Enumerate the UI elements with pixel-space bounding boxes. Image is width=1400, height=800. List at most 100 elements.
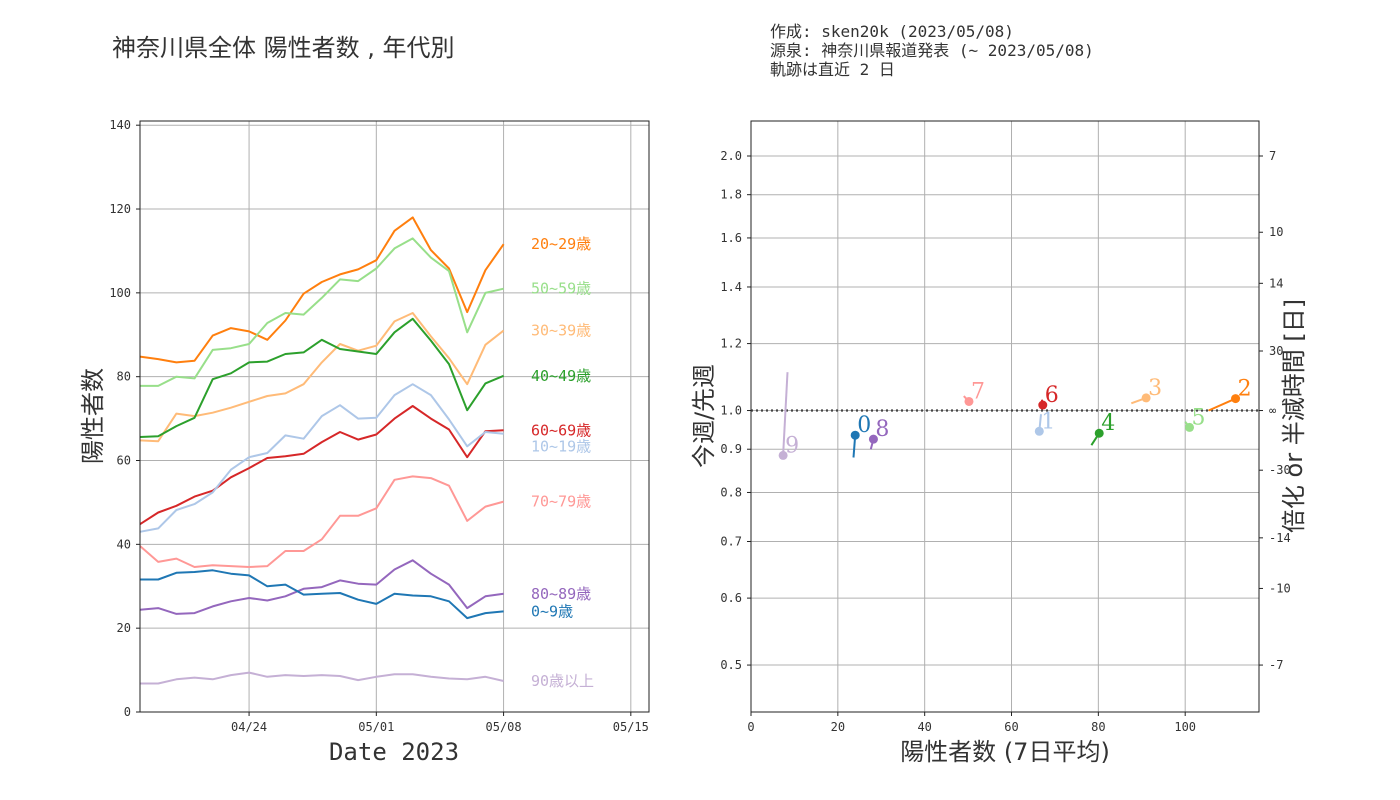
- point-marker-6: [1038, 400, 1048, 410]
- left-grid: [140, 121, 649, 713]
- right-x-tick-label: 60: [1004, 720, 1018, 734]
- right-plot-frame: [750, 120, 1260, 713]
- right-x-tick-label: 100: [1174, 720, 1196, 734]
- right-x-axis-label: 陽性者数 (7日平均): [900, 738, 1110, 766]
- left-y-tick-label: 140: [109, 118, 131, 132]
- left-x-axis-label: Date 2023: [329, 738, 459, 766]
- left-y-tick-label: 0: [124, 705, 131, 719]
- right-secondary-y-axis-label: 倍化 or 半減時間 [日]: [1280, 299, 1308, 533]
- right-secondary-tick-label: 10: [1269, 225, 1283, 239]
- series-line-6: [139, 475, 504, 568]
- right-secondary-tick-label: 30: [1269, 344, 1283, 358]
- left-plot-frame: [139, 120, 650, 713]
- point-marker-9: [778, 450, 788, 460]
- right-y-tick-label: 1.0: [720, 404, 742, 418]
- right-y-tick-label: 0.6: [720, 591, 742, 605]
- right-y-tick-label: 2.0: [720, 149, 742, 163]
- right-y-tick-label: 0.7: [720, 535, 742, 549]
- series-line-3: [139, 317, 504, 438]
- right-secondary-tick-label: -7: [1269, 658, 1283, 672]
- right-y-tick-label: 1.8: [720, 188, 742, 202]
- series-label-4: 60~69歳: [531, 421, 591, 439]
- right-points: 0 1 2 3 4 5 6 7 8 9: [778, 372, 1252, 460]
- time-series-chart: 0 20 40 60 80 100 120 140 04/24 05/01 05/08 05/15 2…: [79, 118, 650, 766]
- ratio-scatter-chart: 0 1 2 3 4 5 6 7 8 9 0.5 0.6 0.7 0.8 0.9 1.0 1.2 1.4 1.6 1.…: [690, 120, 1308, 766]
- point-marker-5: [1185, 422, 1195, 432]
- right-secondary-tick-label: -14: [1269, 531, 1291, 545]
- right-x-tick-label: 0: [747, 720, 754, 734]
- right-x-tick-label: 80: [1091, 720, 1105, 734]
- right-tick-labels: 0.50.60.70.80.91.01.21.41.61.82.00 20 40 60…: [720, 149, 1290, 734]
- series-line-2: [139, 312, 505, 443]
- left-y-tick-label: 100: [109, 286, 131, 300]
- credit-author: 作成: sken20k (2023/05/08): [770, 22, 1014, 41]
- left-x-tick-label: 05/08: [486, 720, 522, 734]
- right-x-tick-label: 20: [831, 720, 845, 734]
- series-label-8: 0~9歳: [531, 602, 573, 620]
- right-y-tick-label: 0.9: [720, 442, 742, 456]
- credit-source: 源泉: 神奈川県報道発表 (~ 2023/05/08): [770, 41, 1094, 60]
- series-line-9: [140, 671, 504, 685]
- right-y-tick-label: 0.8: [720, 485, 742, 499]
- left-y-tick-label: 20: [117, 621, 131, 635]
- series-label-1: 50~59歳: [531, 280, 591, 298]
- point-label-9: 9: [785, 433, 799, 458]
- point-marker-0: [850, 430, 860, 440]
- point-trail-9: [782, 372, 789, 456]
- point-label-5: 5: [1192, 405, 1206, 430]
- right-y-tick-label: 1.6: [720, 231, 742, 245]
- left-x-tick-label: 05/01: [358, 720, 394, 734]
- left-y-tick-label: 120: [109, 202, 131, 216]
- point-label-3: 3: [1148, 376, 1162, 401]
- series-label-7: 80~89歳: [531, 585, 591, 603]
- right-secondary-tick-label: -30: [1269, 463, 1291, 477]
- left-tick-labels: 0 20 40 60 80 100 120 140 04/24 05/01 05/08 05/15: [109, 118, 649, 734]
- point-label-8: 8: [875, 417, 889, 442]
- series-label-5: 10~19歳: [531, 437, 591, 455]
- right-secondary-tick-label: 14: [1269, 276, 1283, 290]
- chart-title: 神奈川県全体 陽性者数 , 年代別: [112, 34, 455, 62]
- series-label-9: 90歳以上: [531, 672, 594, 690]
- credit-trail-note: 軌跡は直近 2 日: [770, 60, 895, 79]
- point-marker-3: [1141, 393, 1151, 403]
- series-label-3: 40~49歳: [531, 367, 591, 385]
- right-secondary-tick-label: ∞: [1269, 404, 1276, 418]
- point-marker-1: [1034, 426, 1044, 436]
- series-label-0: 20~29歳: [531, 235, 591, 253]
- series-line-7: [139, 559, 504, 615]
- left-y-tick-label: 80: [117, 370, 131, 384]
- series-label-2: 30~39歳: [531, 322, 591, 340]
- left-x-tick-label: 05/15: [613, 720, 649, 734]
- left-y-axis-label: 陽性者数: [79, 368, 107, 464]
- right-x-tick-label: 40: [917, 720, 931, 734]
- right-y-tick-label: 1.4: [720, 280, 742, 294]
- series-label-6: 70~79歳: [531, 493, 591, 511]
- right-secondary-tick-label: -10: [1269, 581, 1291, 595]
- right-grid: [750, 121, 1259, 712]
- point-label-1: 1: [1041, 409, 1055, 434]
- left-y-tick-label: 60: [117, 454, 131, 468]
- point-marker-2: [1231, 394, 1241, 404]
- point-marker-7: [964, 396, 974, 406]
- point-marker-8: [868, 434, 878, 444]
- series-line-8: [140, 569, 504, 620]
- right-secondary-tick-label: 7: [1269, 149, 1276, 163]
- series-line-0: [139, 216, 505, 364]
- series-line-1: [140, 237, 504, 387]
- right-y-tick-label: 1.2: [720, 337, 742, 351]
- series-line-5: [139, 383, 504, 533]
- point-label-6: 6: [1045, 383, 1059, 408]
- point-label-4: 4: [1101, 411, 1115, 436]
- point-label-0: 0: [857, 413, 871, 438]
- point-label-7: 7: [971, 380, 985, 405]
- left-y-tick-label: 40: [117, 537, 131, 551]
- point-trail-2: [1208, 397, 1237, 412]
- right-y-axis-label: 今週/先週: [690, 364, 718, 468]
- left-series-lines: [139, 216, 505, 685]
- point-label-2: 2: [1238, 377, 1252, 402]
- right-y-tick-label: 0.5: [720, 658, 742, 672]
- left-x-tick-label: 04/24: [231, 720, 267, 734]
- series-line-4: [139, 405, 504, 526]
